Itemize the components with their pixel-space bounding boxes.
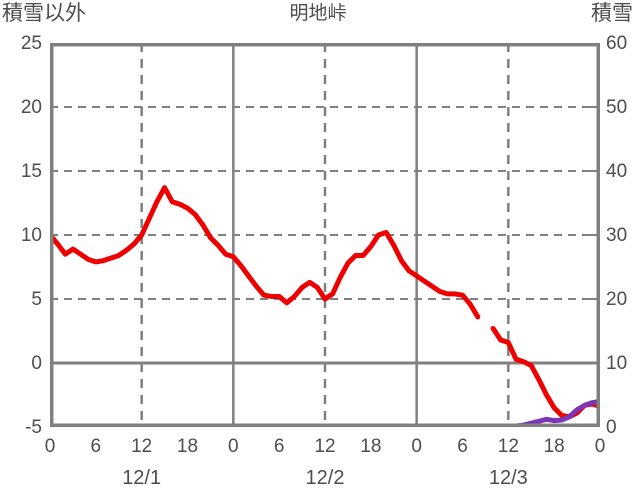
x-axis-day-label: 12/2 (305, 467, 345, 489)
y-axis-right-tick: 50 (606, 97, 628, 118)
y-axis-left-tick: 10 (20, 225, 42, 246)
x-axis-tick: 18 (543, 436, 565, 457)
x-axis-tick: 12 (314, 436, 336, 457)
page-title: 明地峠 (289, 3, 347, 24)
y-axis-left-tick: 0 (31, 353, 42, 374)
x-axis-day-label: 12/3 (488, 467, 528, 489)
y-axis-left-tick: 15 (20, 161, 42, 182)
x-axis-day-label: 12/1 (122, 467, 162, 489)
y-axis-right-tick: 0 (606, 417, 617, 438)
right-axis-title: 積雪 (591, 2, 633, 25)
y-axis-right-tick: 40 (606, 161, 628, 182)
y-axis-left-tick: -5 (25, 417, 42, 438)
x-axis-tick: 12 (497, 436, 519, 457)
y-axis-left-tick: 5 (31, 289, 42, 310)
axis-tickmarks (590, 106, 600, 364)
x-axis-tick: 6 (457, 436, 468, 457)
x-axis-tick: 6 (90, 436, 102, 457)
y-axis-left-tick: 25 (20, 33, 42, 54)
y-axis-left-tick: 20 (20, 97, 42, 118)
plot-area (50, 43, 600, 427)
left-axis-title: 積雪以外 (2, 2, 86, 25)
y-axis-right-tick: 20 (606, 289, 628, 310)
x-axis-tick: 0 (44, 436, 56, 457)
x-axis-tick: 18 (360, 436, 382, 457)
y-axis-right-tick: 30 (606, 225, 628, 246)
x-axis-tick: 6 (273, 436, 285, 457)
x-axis-tick: 12 (131, 436, 153, 457)
y-axis-right-tick: 60 (606, 33, 628, 54)
y-axis-right-tick: 10 (606, 353, 628, 374)
x-axis-tick: 0 (411, 436, 422, 457)
x-axis-tick: 0 (228, 436, 239, 457)
series-lines (50, 185, 600, 427)
x-axis-tick: 0 (594, 436, 606, 457)
x-axis-tick: 18 (176, 436, 199, 457)
plot-svg (50, 43, 600, 427)
gridlines (50, 43, 600, 427)
